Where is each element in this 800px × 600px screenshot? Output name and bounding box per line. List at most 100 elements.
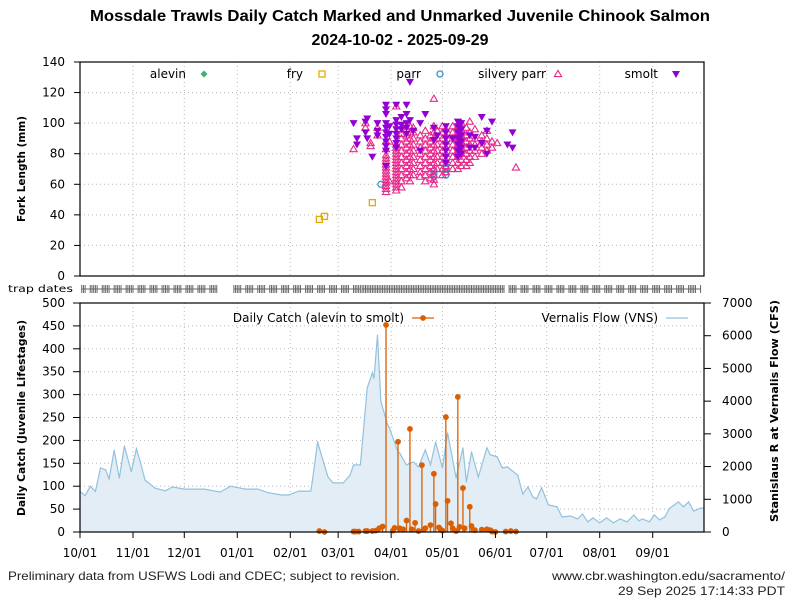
scatter-point-silvery-parr (456, 155, 466, 163)
x-tick-label: 11/01 (116, 546, 151, 560)
x-tick-label: 12/01 (167, 546, 202, 560)
flow-data-point (424, 449, 426, 451)
scatter-point-silvery-parr (482, 133, 492, 142)
flow-data-point (373, 377, 375, 379)
catch-point (456, 524, 463, 530)
scatter-point-smolt (397, 121, 406, 129)
scatter-point-smolt (392, 121, 401, 129)
flow-data-point (399, 452, 401, 454)
scatter-point-smolt (429, 136, 438, 144)
scatter-point-silvery-parr (465, 152, 475, 160)
scatter-point-silvery-parr (366, 141, 376, 150)
flow-data-point (699, 507, 702, 509)
flow-data-point (496, 456, 498, 458)
flow-data-point (462, 447, 464, 449)
footer-timestamp: 29 Sep 2025 17:14:33 PDT (618, 584, 786, 598)
flow-data-point (405, 464, 408, 466)
flow-data-point (108, 478, 110, 480)
scatter-point-silvery-parr (465, 133, 475, 142)
scatter-point-smolt (349, 120, 358, 128)
flow-data-point (626, 521, 628, 523)
scatter-point-silvery-parr (465, 158, 475, 167)
flow-data-point (417, 466, 420, 468)
fork-length-panel: 0 20 40 60 80 100 120 140 alevin fry parr silvery … (15, 55, 705, 283)
scatter-point-smolt (402, 110, 411, 118)
scatter-point-smolt (382, 110, 391, 118)
legend-marker-fry (318, 70, 326, 78)
left-y-tick-label: 300 (42, 388, 65, 402)
scatter-point-smolt (402, 130, 411, 138)
scatter-point-smolt (402, 124, 411, 132)
flow-data-point (267, 492, 269, 494)
flow-data-point (219, 491, 221, 493)
scatter-point-smolt (429, 124, 438, 132)
scatter-point-silvery-parr (405, 176, 415, 185)
scatter-point-smolt (397, 126, 406, 134)
scatter-point-smolt (441, 141, 450, 149)
x-tick-label: 02/01 (273, 546, 308, 560)
scatter-point-silvery-parr (448, 139, 458, 148)
flow-data-point (633, 514, 635, 516)
flow-data-point (84, 495, 86, 497)
flow-data-point (359, 464, 361, 466)
bottom-plot-frame (79, 302, 705, 533)
scatter-point-silvery-parr (381, 150, 391, 159)
flow-data-point (352, 464, 355, 466)
flow-data-point (144, 479, 146, 481)
scatter-point-silvery-parr (448, 152, 458, 160)
top-y-axis: 0 20 40 60 80 100 120 140 (42, 55, 80, 283)
scatter-point-smolt (441, 147, 450, 155)
catch-point (442, 414, 449, 420)
flow-data-point (547, 504, 550, 506)
x-tick-label: 10/01 (63, 546, 98, 560)
flow-data-point (123, 445, 126, 447)
flow-data-point (105, 469, 107, 471)
flow-data-point (669, 507, 671, 509)
catch-point (395, 438, 401, 445)
scatter-point-silvery-parr (429, 170, 439, 179)
scatter-point-silvery-parr (432, 139, 442, 148)
scatter-point-smolt (373, 127, 382, 135)
flow-data-point (310, 490, 312, 492)
flow-data-point (113, 449, 115, 451)
x-tick-label: 01/01 (220, 546, 255, 560)
scatter-point-silvery-parr (492, 138, 502, 147)
left-y-tick-label: 450 (42, 319, 65, 333)
flow-data-point (287, 494, 290, 496)
flow-data-point (434, 441, 437, 443)
scatter-point-silvery-parr (366, 138, 376, 147)
flow-data-point (648, 521, 650, 523)
scatter-point-smolt (457, 138, 466, 146)
catch-series (316, 322, 519, 535)
scatter-point-smolt (441, 123, 450, 131)
scatter-point-smolt (465, 144, 474, 152)
flow-data-point (682, 506, 685, 508)
flow-data-point (371, 372, 373, 374)
flow-data-point (446, 432, 449, 434)
scatter-point-silvery-parr (348, 144, 359, 153)
flow-data-point (522, 493, 524, 495)
flow-data-point (693, 510, 695, 512)
right-y-tick-label: 1000 (722, 492, 753, 506)
scatter-point-smolt (421, 110, 430, 118)
scatter-point-smolt (397, 114, 406, 122)
flow-data-point (489, 454, 491, 456)
left-y-tick-label: 200 (42, 433, 65, 447)
flow-data-point (527, 486, 529, 488)
x-tick-label: 06/01 (478, 546, 513, 560)
trap-dates-row: trap dates (8, 284, 702, 295)
catch-point (430, 470, 437, 477)
scatter-point-smolt (392, 140, 401, 148)
scatter-point-silvery-parr (432, 164, 442, 173)
right-y-tick-label: 5000 (722, 361, 753, 375)
scatter-point-silvery-parr (441, 161, 451, 170)
x-tick-label: 07/01 (529, 546, 564, 560)
flow-data-point (94, 490, 96, 493)
flow-data-point (130, 471, 132, 473)
legend-label-vernalis-flow: Vernalis Flow (VNS) (542, 311, 658, 325)
scatter-point-smolt (488, 118, 497, 126)
scatter-point-smolt (441, 159, 450, 167)
scatter-point-smolt (385, 130, 394, 138)
scatter-point-smolt (409, 127, 418, 135)
scatter-point-silvery-parr (384, 176, 394, 185)
